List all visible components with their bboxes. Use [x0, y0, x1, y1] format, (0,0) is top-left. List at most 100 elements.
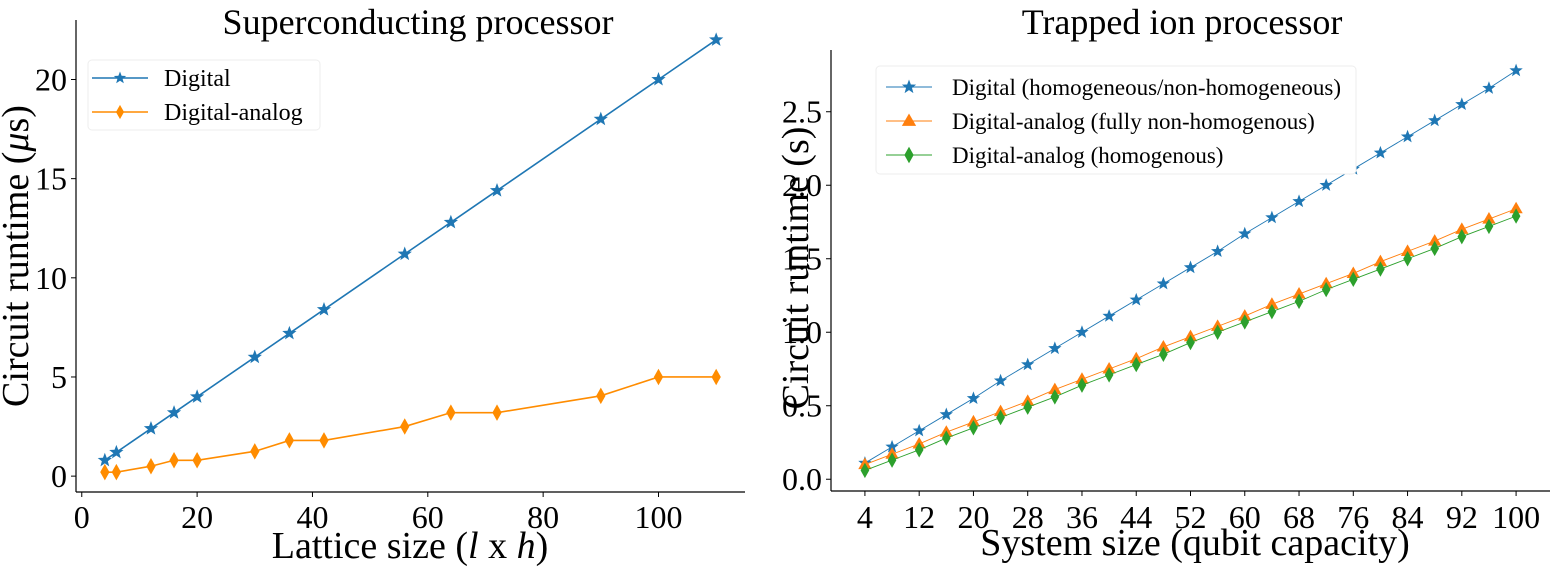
data-point — [1455, 222, 1469, 234]
data-point — [1183, 260, 1198, 274]
y-tick-label: 2.0 — [782, 167, 822, 203]
data-point — [143, 421, 159, 435]
x-tick-label: 40 — [296, 499, 328, 535]
data-point — [192, 452, 202, 469]
data-point — [1319, 178, 1333, 191]
legend-entry: Digital-analog — [92, 100, 303, 126]
data-point — [100, 463, 110, 481]
x-tick-label: 84 — [1392, 499, 1424, 535]
x-tick-label: 92 — [1446, 499, 1478, 535]
chart-trapped-ion: Trapped ion processor 4 12 20 28 36 44 52 60 68 7… — [775, 2, 1550, 564]
data-point — [1455, 97, 1469, 111]
legend-marker — [115, 104, 125, 120]
data-point — [1267, 303, 1277, 320]
data-point — [1292, 194, 1306, 208]
data-point — [1484, 218, 1494, 235]
data-point — [443, 214, 458, 229]
x-tick-label: 20 — [181, 499, 213, 535]
x-tick-label: 28 — [1012, 499, 1044, 535]
axis-label-part: Circuit runtime ( — [0, 152, 37, 407]
data-point — [1131, 356, 1141, 373]
y-tick-label: 2.5 — [782, 94, 822, 130]
y-ticks: 0.0 0.5 1.0 1.5 2.0 2.5 — [782, 94, 831, 497]
data-point — [400, 418, 410, 435]
series-digital-analog — [100, 368, 721, 481]
data-point — [1294, 293, 1304, 310]
data-point — [1482, 212, 1496, 224]
data-point — [97, 452, 112, 467]
axis-label-variable: μ — [0, 132, 37, 152]
axis-label-part: ) — [536, 525, 549, 567]
x-axis-label: System size (qubit capacity) — [980, 522, 1410, 564]
y-tick-label: 15 — [35, 161, 67, 197]
data-point — [1457, 228, 1467, 245]
data-point — [1428, 113, 1442, 127]
data-point — [146, 457, 156, 475]
legend: Digital Digital-analog — [87, 59, 321, 131]
data-point — [653, 368, 664, 386]
data-point — [709, 32, 724, 46]
x-axis-label-text: Lattice size (l x h) — [272, 525, 548, 567]
x-tick-label: 80 — [527, 499, 559, 535]
x-tick-label: 44 — [1120, 499, 1152, 535]
series-digital — [97, 32, 724, 467]
data-point — [250, 443, 260, 460]
data-point — [593, 111, 608, 126]
data-point — [1077, 377, 1087, 393]
data-point — [446, 404, 456, 421]
data-point — [711, 368, 721, 386]
data-point — [189, 389, 205, 403]
data-point — [914, 442, 924, 458]
x-tick-label: 68 — [1283, 499, 1315, 535]
data-point — [169, 452, 179, 469]
data-point — [1509, 63, 1523, 77]
data-point — [1129, 292, 1143, 306]
data-point — [1292, 287, 1306, 299]
y-tick-label: 0.5 — [782, 388, 822, 424]
x-tick-label: 0 — [74, 499, 90, 535]
x-ticks: 0 20 40 60 80 100 — [74, 492, 682, 535]
data-point — [282, 325, 297, 340]
x-tick-label: 100 — [1492, 499, 1540, 535]
data-point — [319, 432, 329, 449]
data-point — [941, 430, 951, 446]
data-point — [885, 439, 899, 453]
legend-label: Digital-analog — [164, 100, 303, 126]
data-point — [993, 373, 1008, 387]
data-point — [166, 405, 182, 419]
data-point — [1400, 244, 1415, 256]
data-point — [1348, 271, 1358, 288]
data-point — [1240, 314, 1250, 330]
data-point — [1048, 382, 1062, 395]
data-point — [1102, 309, 1116, 322]
data-point — [1238, 226, 1252, 240]
data-point — [1210, 244, 1225, 258]
data-point — [397, 246, 412, 261]
legend-label: Digital (homogeneous/non-homogeneous) — [952, 75, 1341, 100]
data-point — [1156, 339, 1171, 352]
x-tick-label: 100 — [634, 499, 682, 535]
y-ticks: 0 5 10 15 20 — [35, 61, 76, 494]
data-point — [1482, 81, 1496, 94]
data-point — [1021, 357, 1035, 371]
data-point — [887, 452, 897, 468]
data-point — [596, 387, 606, 405]
data-point — [111, 463, 122, 481]
x-tick-label: 60 — [1229, 499, 1261, 535]
data-point — [912, 423, 926, 437]
data-point — [1156, 276, 1171, 290]
y-axis-label: Circuit runtime (μs) — [0, 105, 37, 407]
chart-title: Superconducting processor — [223, 2, 614, 42]
y-tick-label: 1.5 — [782, 241, 822, 277]
y-tick-label: 1.0 — [782, 314, 822, 350]
y-tick-label: 0.0 — [782, 461, 822, 497]
data-point — [1048, 341, 1062, 355]
data-point — [109, 444, 124, 459]
data-point — [1321, 281, 1331, 298]
x-tick-label: 36 — [1066, 499, 1098, 535]
legend-marker — [901, 113, 917, 126]
legend-marker — [113, 71, 127, 84]
data-point — [939, 407, 953, 421]
legend-label: Digital-analog (fully non-homogenous) — [952, 109, 1315, 134]
y-tick-label: 0 — [51, 458, 67, 494]
